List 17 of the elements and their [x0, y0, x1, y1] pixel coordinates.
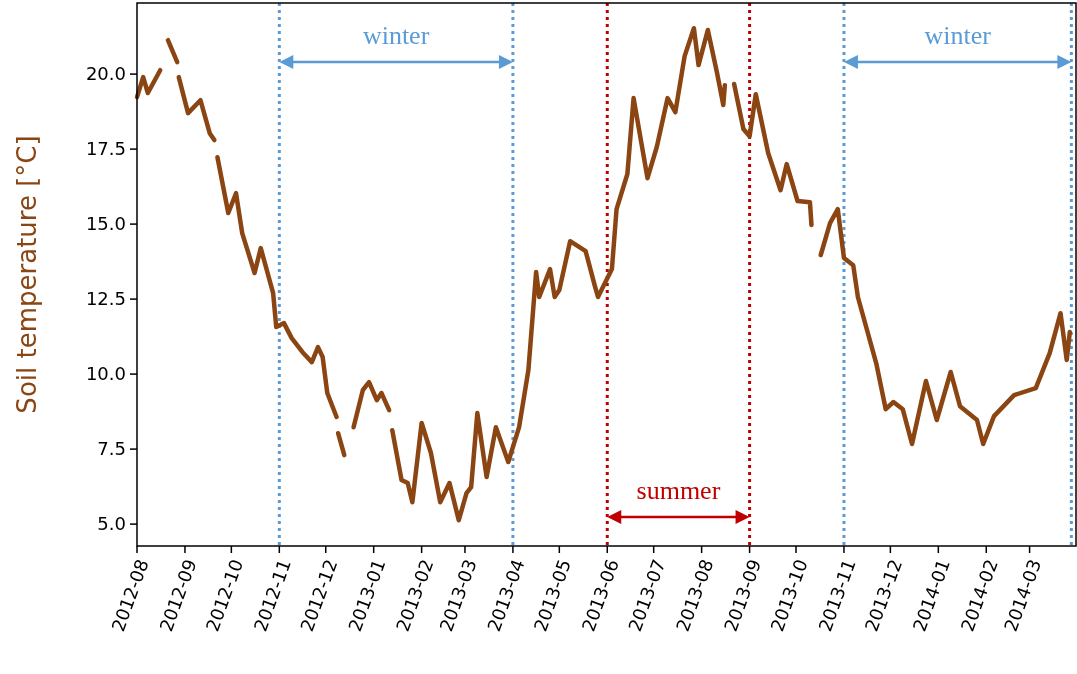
y-tick-label: 15.0	[85, 213, 126, 235]
line-series	[134, 67, 163, 100]
annotation: winter	[924, 21, 992, 50]
y-tick-label: 10.0	[85, 363, 126, 385]
y-tick-label: 17.5	[85, 138, 126, 160]
y-axis-title: Soil temperature [°C]	[12, 135, 42, 414]
y-tick-label: 12.5	[85, 288, 126, 310]
line-series	[351, 379, 392, 430]
annotation: summer	[636, 476, 721, 505]
line-series	[215, 154, 339, 420]
annotation: winter	[362, 21, 430, 50]
y-tick-label: 20.0	[85, 63, 126, 85]
y-tick-label: 5.0	[97, 513, 126, 535]
y-tick-label: 7.5	[97, 438, 126, 460]
line-series	[818, 206, 1073, 447]
line-series	[176, 74, 217, 143]
line-series	[731, 81, 814, 228]
